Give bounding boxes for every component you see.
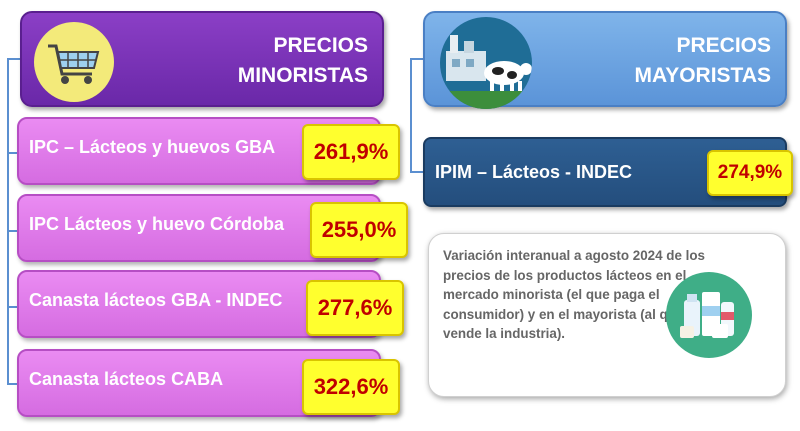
- dairy-factory-cow-icon: [440, 17, 532, 109]
- header-minoristas-line2: MINORISTAS: [237, 64, 368, 87]
- header-mayoristas-line1: PRECIOS: [676, 34, 771, 57]
- value-badge: 274,9%: [707, 150, 793, 196]
- connector-branch: [410, 171, 424, 173]
- value-badge: 255,0%: [310, 202, 408, 258]
- item-label: IPC Lácteos y huevo Córdoba: [29, 213, 285, 234]
- connector-branch: [7, 306, 19, 308]
- connector-branch: [7, 152, 19, 154]
- connector-branch: [7, 58, 21, 60]
- connector-line-mayoristas: [410, 58, 412, 172]
- note-text: Variación interanual a agosto 2024 de lo…: [443, 248, 705, 341]
- header-mayoristas-line2: MAYORISTAS: [634, 64, 771, 87]
- value-badge: 322,6%: [302, 359, 400, 415]
- dairy-products-icon: [666, 272, 752, 358]
- note-card: Variación interanual a agosto 2024 de lo…: [428, 233, 786, 397]
- connector-branch: [7, 230, 19, 232]
- item-label: IPIM – Lácteos - INDEC: [435, 161, 633, 182]
- connector-line-minoristas: [7, 58, 9, 384]
- connector-branch: [410, 58, 424, 60]
- connector-branch: [7, 383, 19, 385]
- item-label: Canasta lácteos CABA: [29, 368, 224, 389]
- value-badge: 277,6%: [306, 280, 404, 336]
- item-label: Canasta lácteos GBA - INDEC: [29, 289, 283, 310]
- item-label: IPC – Lácteos y huevos GBA: [29, 136, 276, 157]
- value-badge: 261,9%: [302, 124, 400, 180]
- header-minoristas-line1: PRECIOS: [273, 34, 368, 57]
- shopping-cart-icon: [34, 22, 114, 102]
